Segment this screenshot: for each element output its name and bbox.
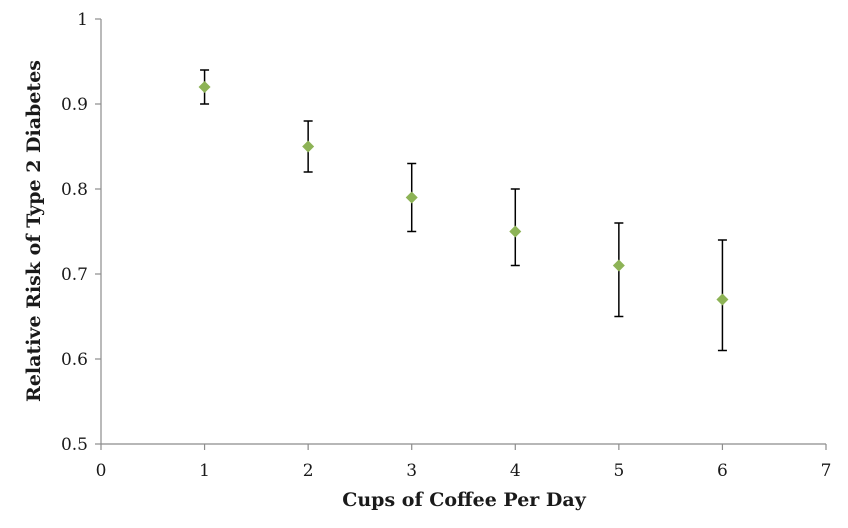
- data-point-group: [716, 239, 729, 352]
- x-tick-label: 0: [96, 461, 107, 481]
- x-axis-title: Cups of Coffee Per Day: [342, 489, 586, 511]
- data-point-group: [302, 120, 315, 173]
- data-point: [405, 191, 418, 204]
- data-point: [716, 293, 729, 306]
- x-tick-label: 6: [717, 461, 728, 481]
- data-point-group: [612, 222, 625, 318]
- x-tick-label: 5: [613, 461, 624, 481]
- data-point-group: [198, 69, 211, 105]
- x-tick-label: 2: [303, 461, 314, 481]
- y-tick-label: 1: [77, 10, 88, 30]
- x-tick-label: 3: [406, 461, 417, 481]
- y-axis-title: Relative Risk of Type 2 Diabetes: [23, 60, 45, 402]
- y-tick-label: 0.8: [61, 180, 88, 200]
- y-tick-label: 0.7: [61, 265, 88, 285]
- tick-labels: 0.5 0.6 0.7 0.8 0.9 1 0 1 2 3 4 5 6 7: [61, 10, 831, 481]
- data-point: [612, 259, 625, 272]
- data-point: [302, 140, 315, 153]
- axes: [95, 18, 827, 450]
- x-tick-label: 4: [510, 461, 521, 481]
- x-tick-label: 7: [821, 461, 832, 481]
- y-tick-label: 0.5: [61, 435, 88, 455]
- data-point-group: [405, 162, 418, 233]
- y-tick-label: 0.9: [61, 95, 88, 115]
- data-point: [198, 81, 211, 93]
- data-point: [509, 225, 522, 238]
- data-point-group: [509, 188, 522, 267]
- x-tick-label: 1: [199, 461, 210, 481]
- data-series: [198, 69, 729, 352]
- y-tick-label: 0.6: [61, 350, 88, 370]
